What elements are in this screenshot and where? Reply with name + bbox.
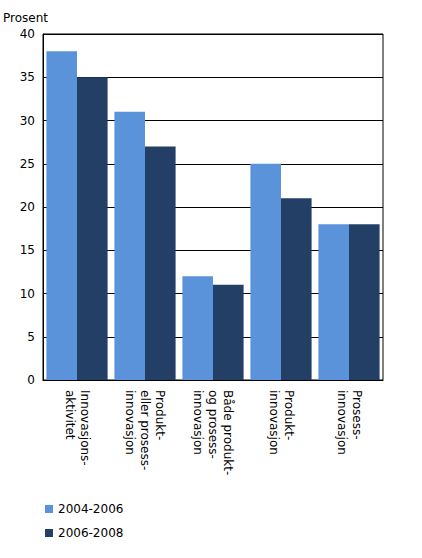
svg-text:og prosess-: og prosess- [206,390,220,459]
svg-text:Produkt-: Produkt- [153,390,167,440]
svg-text:innovasjon: innovasjon [267,390,281,455]
svg-text:innovasjon: innovasjon [335,390,349,455]
svg-text:innovasjon: innovasjon [191,390,205,455]
svg-text:35: 35 [20,70,35,84]
svg-text:0: 0 [27,373,35,387]
svg-text:20: 20 [20,200,35,214]
svg-text:10: 10 [20,287,35,301]
svg-text:innovasjon: innovasjon [123,390,137,455]
svg-text:eller prosess-: eller prosess- [138,390,152,470]
svg-text:25: 25 [20,157,35,171]
svg-text:5: 5 [27,330,35,344]
svg-text:Produkt-: Produkt- [282,390,296,440]
svg-text:40: 40 [20,27,35,41]
svg-text:2006-2008: 2006-2008 [58,526,123,540]
svg-text:Prosent: Prosent [3,11,48,25]
svg-text:30: 30 [20,114,35,128]
svg-text:Innovasjons-: Innovasjons- [78,390,92,466]
svg-text:aktivitet: aktivitet [63,390,77,440]
svg-text:Prosess-: Prosess- [350,390,364,440]
svg-text:2004-2006: 2004-2006 [58,502,123,516]
svg-text:15: 15 [20,243,35,257]
svg-text:Både produkt-: Både produkt- [221,390,235,475]
